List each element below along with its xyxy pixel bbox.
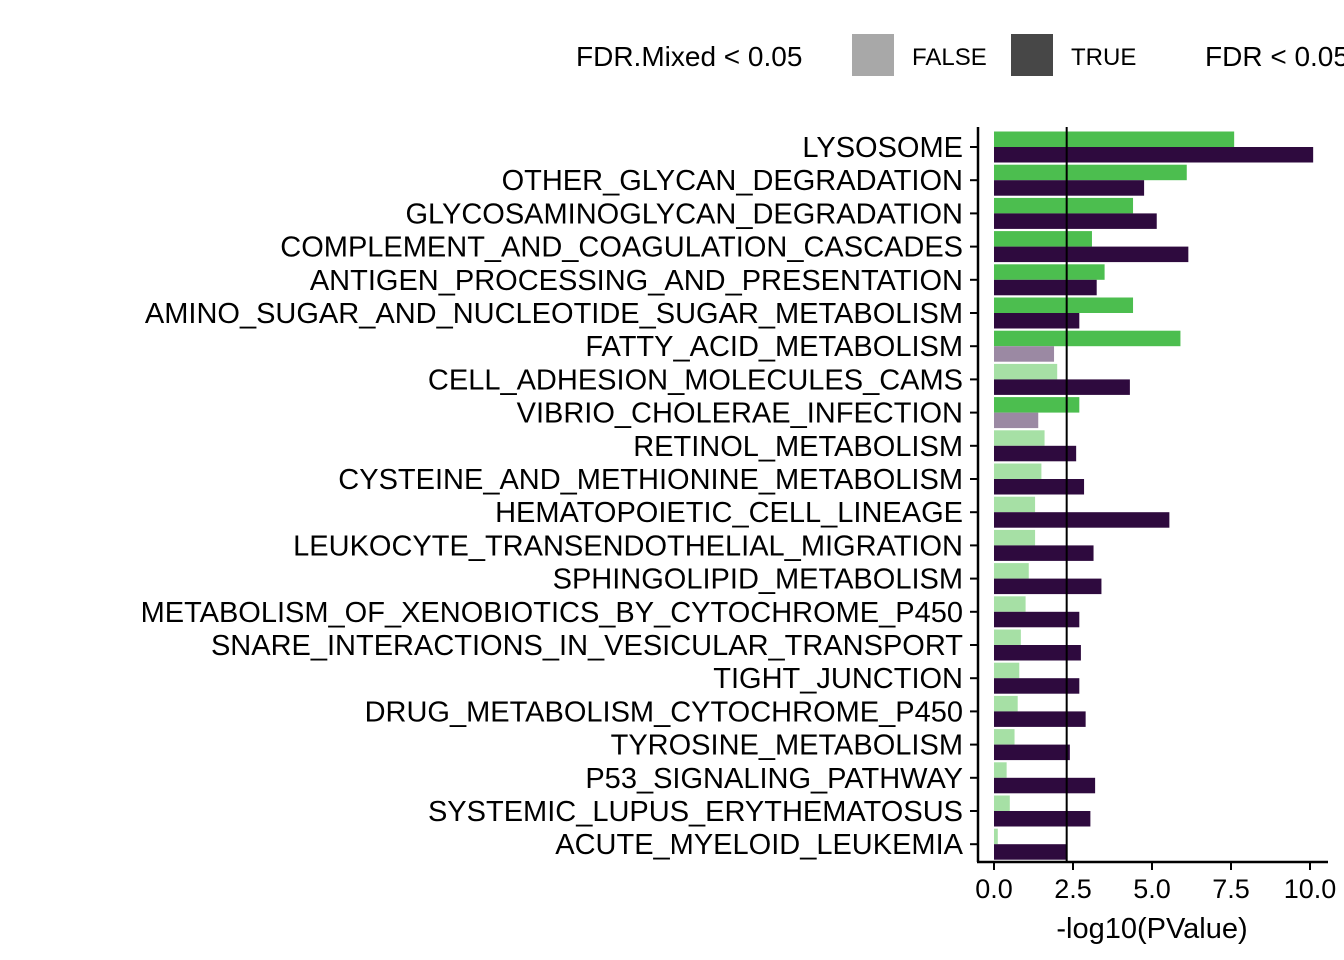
x-axis: 0.0 2.5 5.0 7.5 10.0 [975, 860, 1337, 904]
y-tick-label: LEUKOCYTE_TRANSENDOTHELIAL_MIGRATION [293, 530, 963, 562]
y-tick-label: COMPLEMENT_AND_COAGULATION_CASCADES [280, 232, 963, 264]
bar-series-1 [994, 729, 1015, 745]
bar-series-2 [994, 313, 1080, 329]
bar-series-1 [994, 529, 1036, 546]
x-tick-label: 0.0 [975, 874, 1013, 904]
bar-series-2 [994, 777, 1096, 794]
bar-series-2 [994, 445, 1077, 462]
bar-series-2 [994, 346, 1055, 362]
bar-series-1 [994, 363, 1058, 380]
bar-series-1 [994, 264, 1105, 280]
bar-series-1 [994, 297, 1134, 313]
legend-title-fdr: FDR < 0.05 [1205, 41, 1344, 72]
y-tick-label: GLYCOSAMINOGLYCAN_DEGRADATION [405, 198, 963, 230]
y-axis: LYSOSOMEOTHER_GLYCAN_DEGRADATIONGLYCOSAM… [141, 127, 980, 862]
bar-series-1 [994, 463, 1042, 479]
bar-series-1 [994, 795, 1010, 811]
bar-series-1 [994, 662, 1020, 679]
y-tick-label: HEMATOPOIETIC_CELL_LINEAGE [495, 497, 963, 529]
x-tick-label: 7.5 [1212, 874, 1250, 904]
bar-series-2 [994, 711, 1086, 727]
y-tick-label: RETINOL_METABOLISM [633, 431, 963, 463]
bar-series-2 [994, 279, 1097, 296]
y-tick-label: VIBRIO_CHOLERAE_INFECTION [517, 398, 963, 430]
y-tick-label: CELL_ADHESION_MOLECULES_CAMS [428, 364, 963, 396]
x-tick-label: 10.0 [1284, 874, 1337, 904]
bar-series-2 [994, 678, 1080, 694]
bar-series-1 [994, 695, 1018, 712]
y-tick-label: FATTY_ACID_METABOLISM [585, 331, 963, 363]
y-tick-label: TYROSINE_METABOLISM [611, 730, 963, 762]
y-tick-label: SPHINGOLIPID_METABOLISM [553, 564, 963, 596]
bar-series-2 [994, 611, 1080, 628]
bar-series-1 [994, 596, 1026, 612]
bar-series-1 [994, 496, 1036, 513]
bar-series-2 [994, 147, 1314, 163]
y-tick-label: P53_SIGNALING_PATHWAY [585, 763, 963, 795]
y-tick-label: METABOLISM_OF_XENOBIOTICS_BY_CYTOCHROME_… [141, 597, 963, 629]
x-tick-label: 2.5 [1054, 874, 1092, 904]
legend-label-false: FALSE [912, 44, 987, 71]
bar-series-1 [994, 197, 1134, 214]
bar-series-2 [994, 479, 1085, 495]
bar-series-2 [994, 744, 1070, 761]
y-tick-label: LYSOSOME [802, 132, 963, 164]
y-tick-label: AMINO_SUGAR_AND_NUCLEOTIDE_SUGAR_METABOL… [145, 298, 963, 330]
legend-swatch-false [852, 34, 894, 76]
bar-series-2 [994, 246, 1189, 263]
bar-series-1 [994, 629, 1021, 645]
bar-series-2 [994, 578, 1102, 595]
y-tick-label: CYSTEINE_AND_METHIONINE_METABOLISM [338, 464, 963, 496]
bar-series-1 [994, 131, 1235, 147]
y-tick-label: ANTIGEN_PROCESSING_AND_PRESENTATION [310, 265, 963, 297]
legend-swatch-true [1011, 34, 1053, 76]
bars-layer [994, 131, 1314, 860]
y-tick-label: SYSTEMIC_LUPUS_ERYTHEMATOSUS [428, 796, 963, 828]
bar-series-2 [994, 379, 1130, 395]
bar-series-1 [994, 762, 1007, 778]
x-tick-label: 5.0 [1133, 874, 1171, 904]
legend-title-fdr-mixed: FDR.Mixed < 0.05 [576, 41, 802, 72]
y-tick-label: OTHER_GLYCAN_DEGRADATION [502, 165, 963, 197]
x-axis-title: -log10(PValue) [1056, 913, 1247, 945]
bar-series-2 [994, 412, 1039, 429]
bar-series-1 [994, 430, 1045, 446]
bar-series-2 [994, 811, 1091, 827]
bar-series-2 [994, 645, 1081, 661]
bar-series-1 [994, 164, 1187, 181]
y-tick-label: TIGHT_JUNCTION [713, 663, 963, 695]
bar-series-1 [994, 563, 1029, 579]
legend: FDR.Mixed < 0.05 FALSE TRUE FDR < 0.05 [576, 34, 1344, 76]
y-tick-label: SNARE_INTERACTIONS_IN_VESICULAR_TRANSPOR… [211, 630, 963, 662]
bar-series-2 [994, 180, 1145, 196]
bar-series-1 [994, 330, 1181, 347]
legend-label-true: TRUE [1071, 44, 1136, 71]
bar-series-2 [994, 545, 1094, 561]
bar-series-2 [994, 213, 1157, 229]
bar-series-2 [994, 844, 1067, 860]
bar-series-1 [994, 397, 1080, 413]
bar-series-1 [994, 828, 998, 845]
bar-series-2 [994, 512, 1170, 528]
bar-series-1 [994, 231, 1092, 247]
y-tick-label: ACUTE_MYELOID_LEUKEMIA [555, 829, 963, 861]
y-tick-label: DRUG_METABOLISM_CYTOCHROME_P450 [365, 696, 963, 728]
